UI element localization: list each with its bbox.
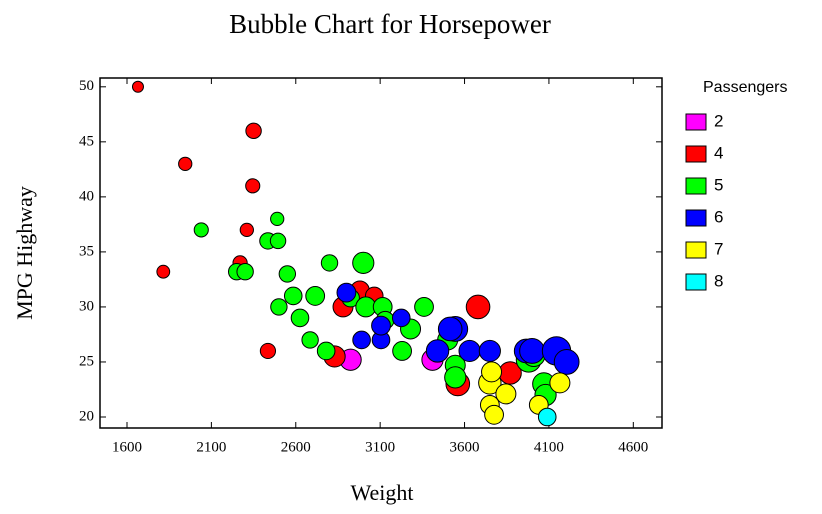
x-tick-label: 3600 — [450, 439, 480, 455]
legend-label: 2 — [714, 111, 723, 130]
legend-swatch — [685, 241, 707, 259]
y-tick-label: 35 — [79, 243, 94, 259]
bubble — [484, 404, 504, 425]
bubble — [495, 383, 517, 405]
bubble — [549, 372, 571, 394]
legend-swatch — [685, 209, 707, 227]
chart-title: Bubble Chart for Horsepower — [229, 9, 551, 39]
bubble — [245, 122, 262, 140]
x-tick-label: 4600 — [618, 439, 648, 455]
y-tick-label: 45 — [79, 133, 94, 149]
bubble — [553, 349, 580, 375]
x-tick-label: 1600 — [112, 439, 142, 455]
y-axis-label: MPG Highway — [12, 186, 37, 320]
bubble — [444, 366, 467, 389]
bubble — [414, 297, 434, 317]
bubble — [270, 211, 285, 227]
bubble — [131, 80, 144, 93]
bubble — [481, 361, 503, 383]
x-tick-label: 3100 — [365, 439, 395, 455]
bubble — [465, 294, 491, 320]
x-tick-label: 4100 — [534, 439, 564, 455]
bubble — [458, 339, 481, 363]
plot-frame — [99, 77, 663, 429]
bubble — [316, 341, 336, 361]
bubble — [290, 308, 310, 328]
bubble — [371, 315, 391, 336]
legend-swatch — [685, 273, 707, 291]
bubble — [245, 178, 261, 194]
bubble — [352, 251, 375, 275]
bubble — [425, 339, 450, 363]
bubble — [156, 264, 171, 279]
legend-swatch — [685, 113, 707, 131]
bubble — [391, 308, 411, 328]
y-tick-label: 50 — [79, 78, 94, 94]
y-tick-label: 25 — [79, 353, 94, 369]
bubble — [193, 222, 209, 238]
bubble — [320, 254, 339, 272]
bubble — [336, 282, 357, 303]
bubble — [478, 339, 501, 363]
bubble — [537, 407, 557, 427]
y-tick-label: 40 — [79, 188, 94, 204]
bubble — [392, 341, 412, 361]
legend-label: 8 — [714, 271, 723, 290]
legend-label: 4 — [714, 143, 723, 162]
legend-label: 6 — [714, 207, 723, 226]
bubble — [178, 156, 193, 171]
bubble — [269, 232, 287, 250]
bubble — [519, 338, 545, 364]
y-tick-label: 30 — [79, 298, 94, 314]
legend-title: Passengers — [703, 79, 788, 96]
bubble — [352, 330, 371, 350]
bubble — [270, 298, 288, 316]
x-axis-label: Weight — [351, 480, 414, 505]
legend-label: 7 — [714, 239, 723, 258]
bubble — [305, 286, 326, 306]
x-tick-label: 2600 — [281, 439, 311, 455]
x-tick-label: 2100 — [196, 439, 226, 455]
bubble — [301, 331, 319, 349]
y-tick-label: 20 — [79, 408, 94, 424]
legend-swatch — [685, 145, 707, 163]
bubble — [278, 265, 297, 283]
bubble — [236, 263, 254, 281]
bubble — [239, 222, 254, 238]
bubble — [259, 342, 277, 360]
bubble — [283, 286, 303, 306]
bubble — [437, 316, 463, 342]
legend-swatch — [685, 177, 707, 195]
legend-label: 5 — [714, 175, 723, 194]
